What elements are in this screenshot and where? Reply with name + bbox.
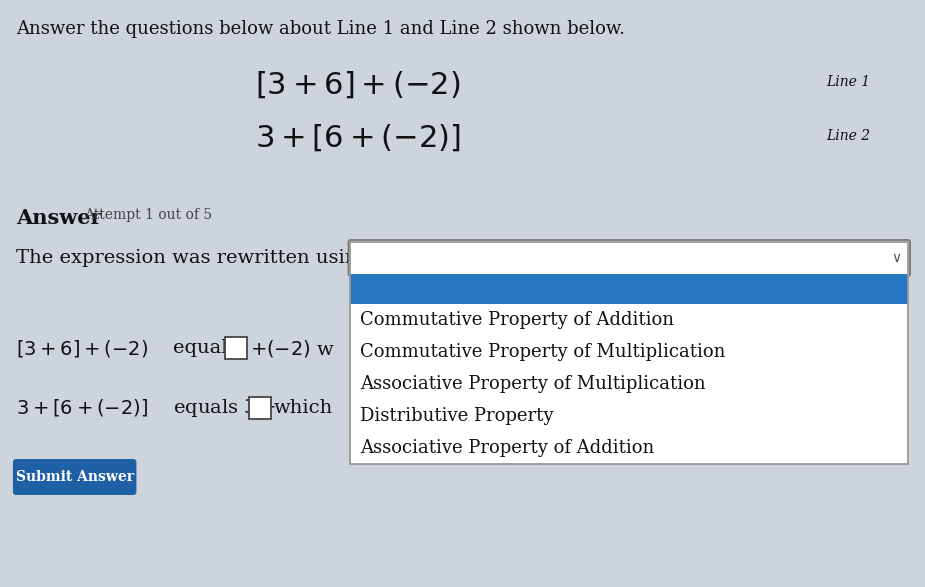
Text: Commutative Property of Multiplication: Commutative Property of Multiplication [361,343,726,361]
Text: Attempt 1 out of 5: Attempt 1 out of 5 [83,208,212,222]
Text: Submit Answer: Submit Answer [16,470,134,484]
Text: Associative Property of Addition: Associative Property of Addition [361,439,655,457]
Text: equals $3+$: equals $3+$ [173,397,277,419]
Text: $[3+6]+(-2)$: $[3+6]+(-2)$ [254,69,461,100]
FancyBboxPatch shape [349,240,910,276]
Text: Associative Property of Multiplication: Associative Property of Multiplication [361,375,706,393]
FancyBboxPatch shape [225,337,247,359]
FancyBboxPatch shape [351,304,908,336]
Text: $3+[6+(-2)]$: $3+[6+(-2)]$ [254,123,461,153]
Text: $3+[6+(-2)]$: $3+[6+(-2)]$ [16,397,148,419]
Text: Answer: Answer [16,208,102,228]
Text: The expression was rewritten using the: The expression was rewritten using the [16,249,408,267]
FancyBboxPatch shape [13,459,136,495]
FancyBboxPatch shape [351,400,908,432]
Text: Line 1: Line 1 [826,75,870,89]
Text: ∨: ∨ [891,251,901,265]
FancyBboxPatch shape [351,432,908,464]
Text: Commutative Property of Addition: Commutative Property of Addition [361,311,674,329]
FancyBboxPatch shape [351,274,908,304]
Text: equals: equals [173,339,238,357]
Text: Line 2: Line 2 [826,129,870,143]
Text: $[3+6]+(-2)$: $[3+6]+(-2)$ [16,338,148,359]
Text: which: which [274,399,333,417]
FancyBboxPatch shape [249,397,271,419]
FancyBboxPatch shape [351,368,908,400]
Text: Distributive Property: Distributive Property [361,407,554,425]
FancyBboxPatch shape [351,336,908,368]
Text: Answer the questions below about Line 1 and Line 2 shown below.: Answer the questions below about Line 1 … [16,20,625,38]
Text: $+(-2)$ w: $+(-2)$ w [250,338,335,359]
